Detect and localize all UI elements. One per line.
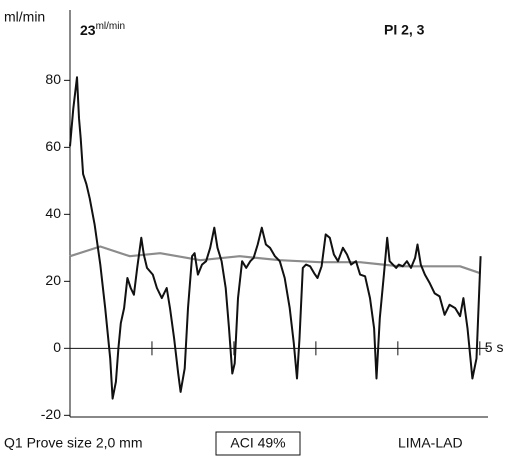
flow-value: 23 xyxy=(80,22,96,38)
pi-annotation: PI 2, 3 xyxy=(384,22,425,38)
y-tick-label: 20 xyxy=(45,272,61,288)
y-tick-label: 60 xyxy=(45,138,61,154)
flow-annotation: 23ml/min xyxy=(80,21,125,38)
flow-line xyxy=(69,76,482,400)
probe-label: Q1 Prove size 2,0 mm xyxy=(4,435,143,451)
aci-box xyxy=(215,431,301,456)
vessel-label: LIMA-LAD xyxy=(398,435,463,451)
y-tick-label: 80 xyxy=(45,71,61,87)
x-tick-label: 5 s xyxy=(485,339,504,355)
y-tick-label: 40 xyxy=(45,205,61,221)
aci-label: ACI 49% xyxy=(230,435,285,451)
y-tick-label: 0 xyxy=(53,339,61,355)
flow-unit: ml/min xyxy=(96,21,125,32)
y-axis-label: ml/min xyxy=(4,9,45,25)
y-tick-label: -20 xyxy=(41,406,61,422)
